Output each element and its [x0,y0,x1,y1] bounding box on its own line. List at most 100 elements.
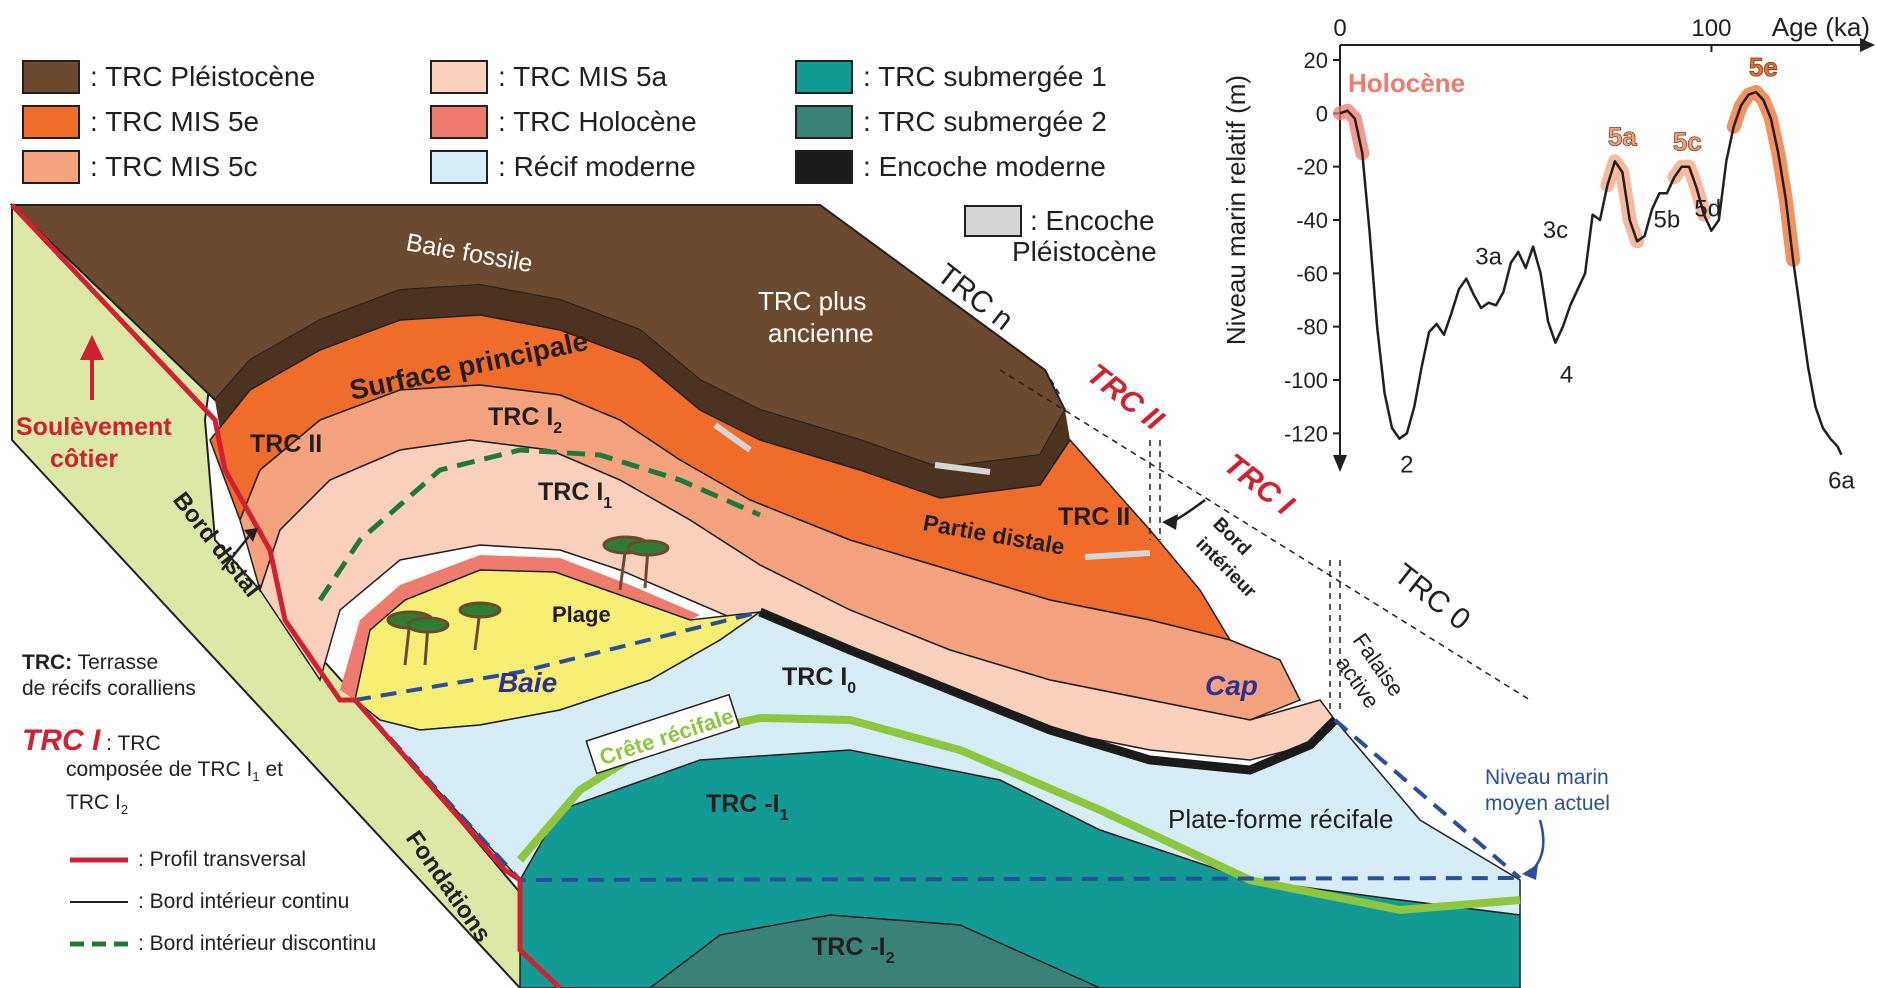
x-axis-arrow-icon [1860,38,1875,52]
x-tick-label: 100 [1691,15,1731,42]
legend-swatch [795,105,853,139]
legend-item: TRC submergée 1 [795,60,1107,94]
line-key-continuous: : Bord intérieur continu [70,890,349,914]
legend-swatch [22,105,80,139]
label-plage: Plage [552,602,611,627]
legend-label: TRC Pléistocène [90,61,315,93]
x-axis-label: Age (ka) [1772,12,1870,42]
trc1-def-2: composée de TRC I [66,758,253,781]
stage-label: 4 [1560,362,1573,389]
pleistocene-notch-3 [1084,550,1151,560]
pleistocene-notch-legend: : Encoche Pléistocène [964,205,1157,267]
distal-arrow [221,534,251,571]
highlight-band [1726,85,1801,267]
legend-item: Encoche moderne [795,150,1106,184]
pleistocene-notch-swatch [964,205,1022,237]
legend-label: Encoche moderne [863,151,1106,183]
stage-label: 3a [1475,244,1502,271]
sea-level-arrow [1529,819,1545,873]
y-tick-label: -100 [1284,368,1328,393]
sea-level-chart: 0 100 Age (ka)200-20-40-60-80-100-120Nivea… [1221,12,1875,495]
line-key-label: : Profil transversal [138,848,307,871]
legend-swatch [22,150,80,184]
y-axis-arrow-icon [1333,455,1347,472]
block-diagram: Baie fossile TRC plus ancienne Surface p… [9,203,1610,988]
highlight-label: 5c [1673,127,1702,157]
pleistocene-notch-1 [713,422,752,453]
legend-label: TRC MIS 5e [90,106,259,138]
uplift-arrowhead-icon [80,335,104,360]
inner-edge-arrowhead-icon [1162,514,1178,530]
stage-label: 6a [1828,468,1855,495]
y-tick-label: -20 [1296,155,1328,180]
trc-minus-i2-sub: 2 [886,950,895,967]
label-trc-plus-ancienne-2: ancienne [768,318,874,348]
legend-label: Récif moderne [498,151,696,183]
palm-tree-icon [386,535,670,666]
legend-swatch [430,150,488,184]
trc-abbrev: TRC: [22,651,73,674]
legend-swatch [795,60,853,94]
legend-label: TRC submergée 2 [863,106,1107,138]
y-axis-label: Niveau marin relatif (m) [1221,75,1251,345]
stage-label: 5b [1654,206,1681,233]
trc1-label: TRC I [22,724,101,757]
y-tick-label: 0 [1316,101,1328,126]
legend-label: TRC MIS 5c [90,151,257,183]
y-tick-label: -60 [1296,261,1328,286]
trc-minus-i1-main: TRC -I [706,790,780,818]
line-key-label: : Bord intérieur continu [138,890,350,913]
legend-item: TRC MIS 5c [22,150,258,184]
trc-i2-sub: 2 [553,420,562,437]
trc1-def-2c: et [259,758,283,781]
y-tick-label: -120 [1284,421,1328,446]
label-niveau-marin-1: Niveau marin [1485,766,1609,789]
label-niveau-marin-2: moyen actuel [1485,792,1610,815]
legend-item: TRC MIS 5e [22,105,259,139]
label-baie: Baie [498,667,557,698]
label-trc-minus-i2: TRC -I2 [812,933,895,967]
highlight-label: 5a [1608,121,1637,151]
sea-level-arrowhead-icon [1522,864,1538,880]
legend-item: TRC Holocène [430,105,697,139]
sea-level-curve [1339,90,1843,456]
stage-label: 5d [1694,196,1721,223]
trc-i0-sub: 0 [847,680,856,697]
trc-def-2: de récifs coralliens [22,677,196,700]
legend-item: TRC Pléistocène [22,60,315,94]
legend-label: TRC submergée 1 [863,61,1107,93]
legend-item: TRC MIS 5a [430,60,667,94]
discontinuous-inner-edge [317,447,762,602]
line-key-swatch [70,941,128,947]
crete-recifale-box [585,693,741,775]
label-trc-plus-ancienne-1: TRC plus [758,286,866,316]
label-soulevement-2: côtier [50,445,118,473]
trc1-def-3-sub: 2 [120,802,129,818]
label-trc-i-section: TRC I [1218,448,1301,523]
pleistocene-dark-band [215,285,1070,498]
y-tick-label: -80 [1296,315,1328,340]
modern-notch [758,607,1339,775]
label-trc-ii-left: TRC II [250,430,322,458]
trc-i1-main: TRC I [538,478,603,506]
label-cap: Cap [1205,670,1258,701]
legend-swatch [795,150,853,184]
line-key-discontinuous: : Bord intérieur discontinu [70,932,376,956]
trc-minus-i1-sub: 1 [780,807,789,824]
y-tick-label: -40 [1296,208,1328,233]
trc1-def-1: : TRC [106,732,161,755]
trc-definition: TRC: Terrasse de récifs coralliens [22,650,196,702]
line-key-swatch [70,857,128,863]
y-tick-label: 20 [1304,48,1328,73]
line-key-profile: : Profil transversal [70,848,306,872]
label-trc-ii-section: TRC II [1081,358,1170,438]
pleistocene-notch-label-2: Pléistocène [1012,236,1157,267]
highlight-label: Holocène [1348,68,1465,98]
label-trc-0-section: TRC 0 [1388,558,1477,637]
legend-item: TRC submergée 2 [795,105,1107,139]
label-trc-i0: TRC I0 [782,663,856,697]
label-soulevement-1: Soulèvement [16,413,172,441]
trc1-def-3: TRC I [66,791,121,815]
label-plateforme: Plate-forme récifale [1168,804,1393,834]
